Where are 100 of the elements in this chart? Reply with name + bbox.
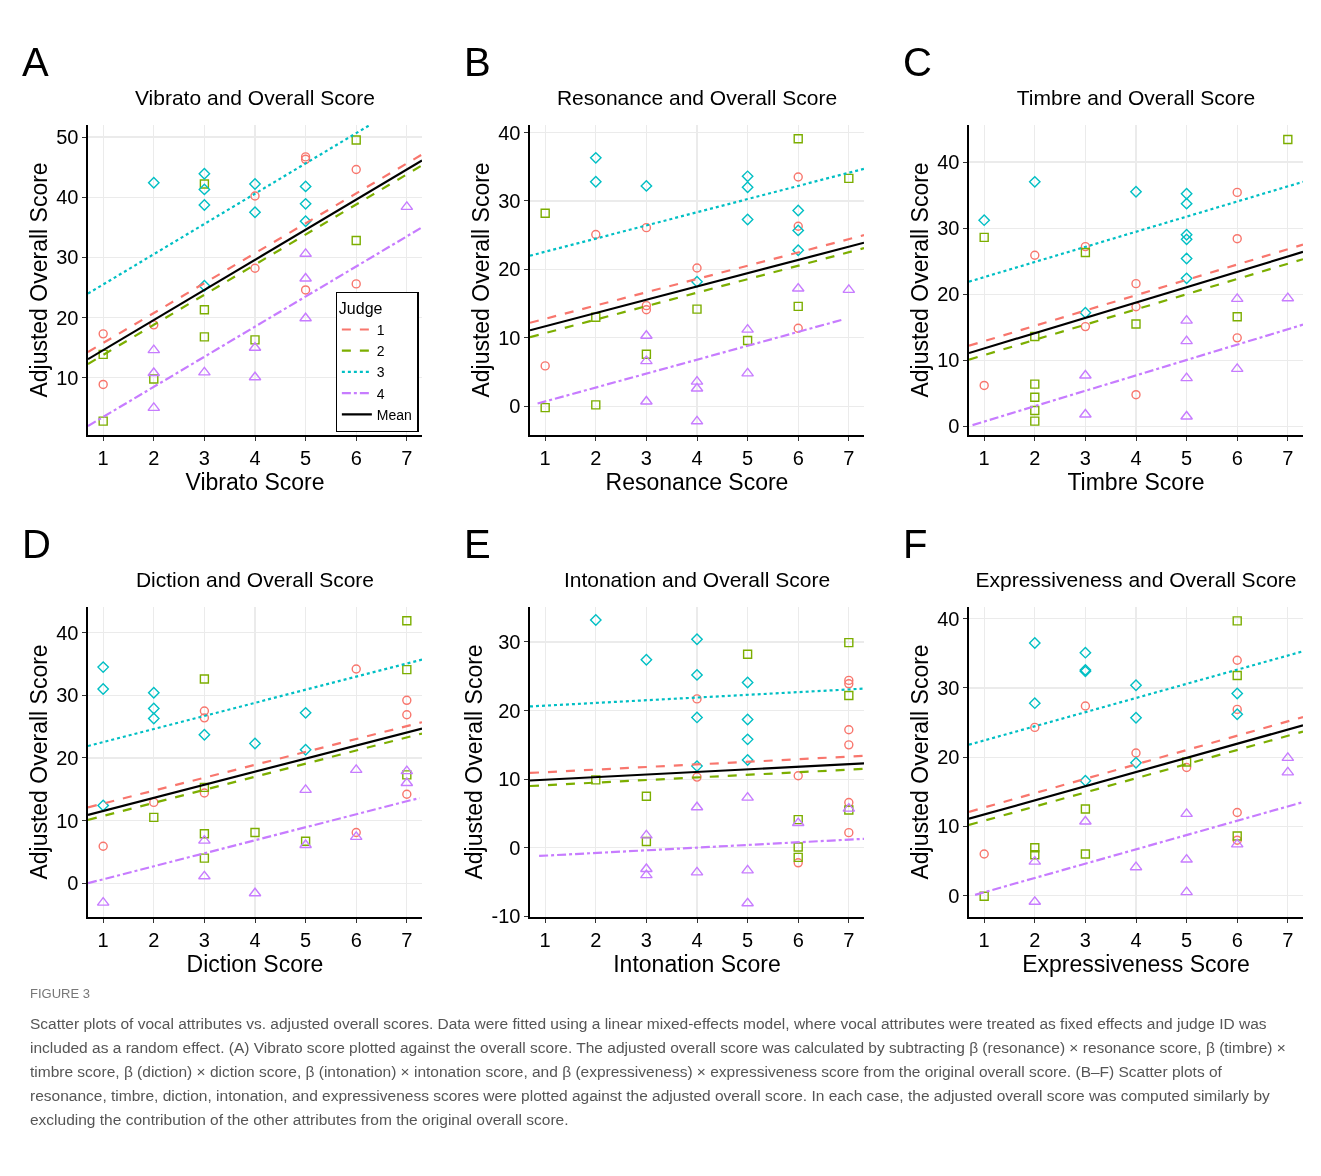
y-tick-label: 30 bbox=[498, 189, 521, 212]
point bbox=[198, 167, 211, 180]
point bbox=[199, 782, 210, 793]
point bbox=[1281, 766, 1295, 776]
point bbox=[793, 301, 803, 312]
point bbox=[793, 172, 803, 182]
point bbox=[1232, 655, 1242, 665]
y-axis-title: Adjusted Overall Score bbox=[25, 162, 52, 398]
chart-title: Expressiveness and Overall Score bbox=[975, 568, 1297, 592]
point bbox=[402, 664, 412, 675]
point bbox=[792, 244, 805, 257]
x-tick-label: 1 bbox=[539, 446, 551, 469]
point bbox=[250, 335, 260, 345]
x-tick-label: 2 bbox=[1029, 446, 1041, 469]
point bbox=[1030, 416, 1040, 426]
chart-title: Timbre and Overall Score bbox=[1016, 86, 1256, 110]
caption: FIGURE 3 bbox=[30, 985, 91, 1003]
point bbox=[299, 272, 313, 282]
point bbox=[741, 754, 754, 766]
point bbox=[691, 633, 703, 646]
point bbox=[1180, 335, 1194, 345]
y-tick-label: 20 bbox=[937, 746, 960, 769]
point bbox=[400, 765, 414, 775]
chart-title: Resonance and Overall Score bbox=[556, 86, 838, 110]
point bbox=[979, 380, 989, 391]
x-tick-label: 7 bbox=[401, 446, 413, 469]
x-tick-label: 6 bbox=[1231, 928, 1243, 951]
point bbox=[690, 415, 704, 425]
x-tick-label: 3 bbox=[198, 928, 210, 951]
point bbox=[639, 395, 653, 405]
point bbox=[741, 713, 754, 726]
point bbox=[1030, 722, 1040, 733]
point bbox=[742, 649, 753, 660]
point bbox=[147, 712, 160, 725]
point bbox=[198, 279, 211, 292]
point bbox=[1181, 757, 1192, 767]
y-tick-label: 20 bbox=[56, 306, 79, 329]
point bbox=[1130, 185, 1142, 198]
point bbox=[690, 801, 704, 811]
point bbox=[1130, 679, 1142, 692]
point bbox=[149, 374, 159, 384]
y-axis-title: Adjusted Overall Score bbox=[25, 644, 52, 880]
point bbox=[742, 335, 753, 346]
point bbox=[1180, 228, 1193, 241]
y-tick-label: 40 bbox=[56, 186, 79, 209]
point bbox=[690, 866, 704, 876]
point bbox=[1180, 197, 1193, 210]
point bbox=[741, 864, 755, 874]
y-tick-label: 10 bbox=[498, 326, 521, 349]
point bbox=[351, 235, 361, 246]
point bbox=[199, 788, 210, 798]
point bbox=[1080, 701, 1091, 711]
point bbox=[147, 176, 160, 189]
point bbox=[591, 229, 601, 240]
chart-title: Intonation and Overall Score bbox=[563, 568, 831, 592]
x-tick-label: 4 bbox=[1130, 928, 1142, 951]
y-tick-label: 30 bbox=[498, 630, 521, 653]
point bbox=[1180, 853, 1194, 863]
point bbox=[1028, 175, 1041, 188]
legend-label: 2 bbox=[376, 343, 385, 360]
point bbox=[1030, 843, 1040, 853]
point bbox=[1131, 302, 1141, 312]
y-tick-label: 10 bbox=[498, 768, 521, 791]
point bbox=[1080, 321, 1091, 332]
point bbox=[198, 728, 211, 741]
point bbox=[1080, 849, 1091, 859]
point bbox=[351, 164, 361, 175]
point bbox=[741, 323, 755, 333]
point bbox=[1130, 711, 1142, 724]
point bbox=[400, 777, 414, 787]
point bbox=[402, 695, 412, 706]
x-axis-title: Diction Score bbox=[186, 950, 324, 977]
point bbox=[793, 858, 803, 868]
point bbox=[692, 263, 702, 273]
y-axis-title: Adjusted Overall Score bbox=[461, 644, 488, 880]
point bbox=[197, 366, 211, 376]
y-tick-label: 20 bbox=[498, 699, 521, 722]
point bbox=[844, 827, 854, 838]
point bbox=[639, 355, 653, 365]
point bbox=[1232, 670, 1242, 681]
text: F bbox=[903, 522, 928, 566]
point bbox=[1079, 646, 1092, 659]
point bbox=[1028, 637, 1041, 649]
x-tick-label: 1 bbox=[539, 928, 551, 951]
x-tick-label: 5 bbox=[1181, 446, 1193, 469]
point bbox=[1281, 752, 1295, 762]
point bbox=[402, 770, 412, 780]
point bbox=[1232, 704, 1242, 715]
y-tick-label: 0 bbox=[509, 395, 521, 418]
point bbox=[199, 305, 210, 315]
x-tick-label: 5 bbox=[1181, 928, 1193, 951]
x-tick-label: 6 bbox=[350, 446, 362, 469]
point bbox=[1181, 762, 1192, 773]
x-tick-label: 4 bbox=[1130, 446, 1142, 469]
point bbox=[1080, 241, 1091, 252]
x-tick-label: 4 bbox=[249, 928, 261, 951]
point bbox=[198, 183, 211, 196]
point bbox=[402, 789, 412, 799]
point bbox=[741, 733, 754, 746]
point bbox=[249, 737, 261, 750]
